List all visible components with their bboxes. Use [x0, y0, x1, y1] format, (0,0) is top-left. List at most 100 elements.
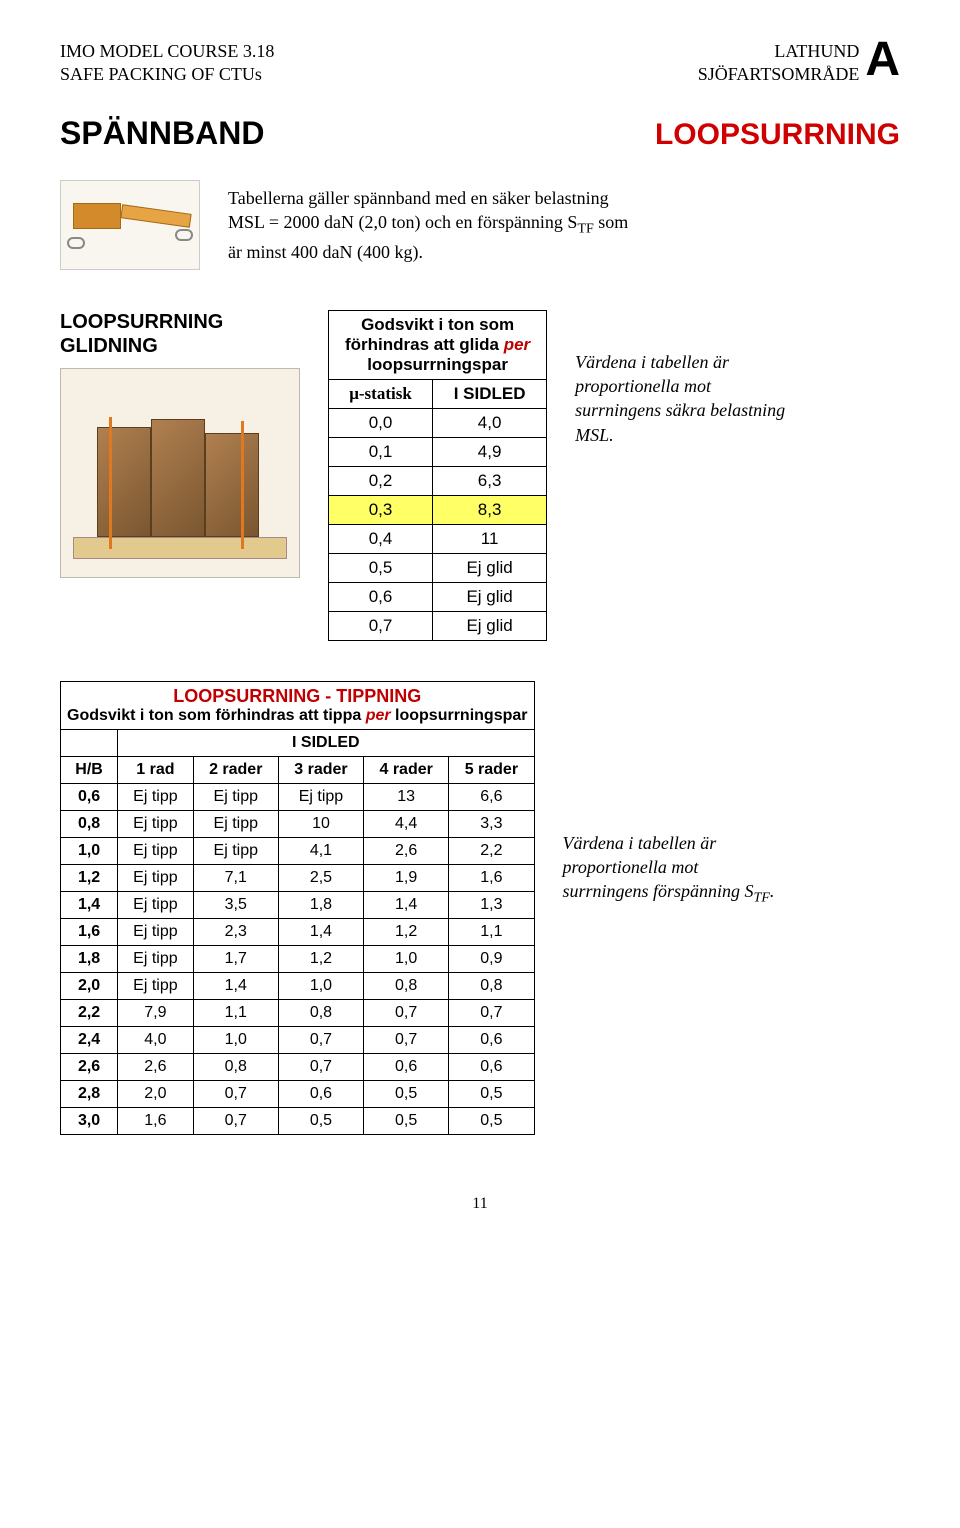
- tip-cell: 0,7: [278, 1026, 363, 1053]
- course-line-2: SAFE PACKING OF CTUs: [60, 63, 274, 86]
- glid-val-cell: 8,3: [433, 495, 547, 524]
- glid-caption: Godsvikt i ton som förhindras att glida …: [329, 310, 547, 379]
- glid-mu-cell: 0,7: [329, 611, 433, 640]
- tip-cell: 0,8: [193, 1053, 278, 1080]
- glid-val-cell: Ej glid: [433, 582, 547, 611]
- section-letter: A: [865, 36, 900, 84]
- course-line-1: IMO MODEL COURSE 3.18: [60, 40, 274, 63]
- tip-cell: Ej tipp: [193, 837, 278, 864]
- tip-cell: 0,8: [61, 810, 118, 837]
- glid-col-2: I SIDLED: [433, 379, 547, 408]
- glid-col-1: μ-statisk: [329, 379, 433, 408]
- tip-cell: 0,6: [449, 1026, 534, 1053]
- tip-cell: 10: [278, 810, 363, 837]
- tip-cell: 1,4: [278, 918, 363, 945]
- tip-band-row: I SIDLED: [61, 729, 535, 756]
- tip-cell: 1,2: [61, 864, 118, 891]
- tip-col-header: 5 rader: [449, 756, 534, 783]
- tip-cell: 0,8: [364, 972, 449, 999]
- tip-cell: 1,4: [193, 972, 278, 999]
- glid-val-cell: 6,3: [433, 466, 547, 495]
- glid-table: Godsvikt i ton som förhindras att glida …: [328, 310, 547, 641]
- tip-cell: 1,9: [364, 864, 449, 891]
- tip-cell: 2,6: [61, 1053, 118, 1080]
- tip-cell: 0,7: [449, 999, 534, 1026]
- table-row: 2,44,01,00,70,70,6: [61, 1026, 535, 1053]
- tip-cell: Ej tipp: [118, 783, 194, 810]
- glid-note: Värdena i tabellen är proportionella mot…: [575, 350, 795, 447]
- tip-cell: 1,1: [193, 999, 278, 1026]
- tip-cell: 6,6: [449, 783, 534, 810]
- tip-cell: 1,0: [278, 972, 363, 999]
- strap-illustration: [60, 180, 200, 270]
- header-right: LATHUND SJÖFARTSOMRÅDE A: [698, 40, 900, 87]
- tip-cell: Ej tipp: [118, 918, 194, 945]
- tip-cell: 4,4: [364, 810, 449, 837]
- tip-cell: 1,1: [449, 918, 534, 945]
- glid-mu-cell: 0,3: [329, 495, 433, 524]
- table-row: 1,2Ej tipp7,12,51,91,6: [61, 864, 535, 891]
- area-label: SJÖFARTSOMRÅDE: [698, 63, 860, 86]
- table-row: 2,82,00,70,60,50,5: [61, 1080, 535, 1107]
- tip-cell: 3,3: [449, 810, 534, 837]
- glid-mu-cell: 0,1: [329, 437, 433, 466]
- tip-col-header: H/B: [61, 756, 118, 783]
- tip-cell: 0,8: [449, 972, 534, 999]
- tip-table: LOOPSURRNING - TIPPNING Godsvikt i ton s…: [60, 681, 535, 1135]
- tip-cell: 4,0: [118, 1026, 194, 1053]
- tip-cell: 7,9: [118, 999, 194, 1026]
- table-row: 0,38,3: [329, 495, 547, 524]
- tip-note: Värdena i tabellen är proportionella mot…: [563, 831, 783, 909]
- table-row: 2,0Ej tipp1,41,00,80,8: [61, 972, 535, 999]
- tip-cell: 7,1: [193, 864, 278, 891]
- tip-cell: 0,7: [278, 1053, 363, 1080]
- page-number: 11: [60, 1195, 900, 1213]
- tip-cell: Ej tipp: [193, 810, 278, 837]
- tip-cell: Ej tipp: [118, 810, 194, 837]
- tip-cell: 2,0: [61, 972, 118, 999]
- tip-cell: 2,3: [193, 918, 278, 945]
- tip-cell: 0,7: [193, 1107, 278, 1134]
- table-row: 1,4Ej tipp3,51,81,41,3: [61, 891, 535, 918]
- tip-cell: 0,9: [449, 945, 534, 972]
- glid-val-cell: 11: [433, 524, 547, 553]
- table-row: 2,27,91,10,80,70,7: [61, 999, 535, 1026]
- intro-row: Tabellerna gäller spännband med en säker…: [60, 180, 900, 270]
- table-row: 0,411: [329, 524, 547, 553]
- tip-cell: Ej tipp: [118, 945, 194, 972]
- table-row: 1,8Ej tipp1,71,21,00,9: [61, 945, 535, 972]
- loop-illustration: [60, 368, 300, 578]
- glid-val-cell: Ej glid: [433, 553, 547, 582]
- tip-cell: Ej tipp: [193, 783, 278, 810]
- tip-cell: 0,6: [364, 1053, 449, 1080]
- table-row: 1,6Ej tipp2,31,41,21,1: [61, 918, 535, 945]
- glid-mu-cell: 0,4: [329, 524, 433, 553]
- tip-header-row: H/B1 rad2 rader3 rader4 rader5 rader: [61, 756, 535, 783]
- tip-cell: 1,4: [364, 891, 449, 918]
- tip-cell: 13: [364, 783, 449, 810]
- glid-left: LOOPSURRNING GLIDNING: [60, 310, 300, 578]
- tip-cell: 0,6: [449, 1053, 534, 1080]
- table-row: 0,14,9: [329, 437, 547, 466]
- intro-line-1: Tabellerna gäller spännband med en säker…: [228, 186, 628, 210]
- tip-cell: 3,0: [61, 1107, 118, 1134]
- tip-cell: 1,7: [193, 945, 278, 972]
- main-title: SPÄNNBAND: [60, 115, 264, 152]
- intro-line-3: är minst 400 daN (400 kg).: [228, 240, 628, 264]
- tip-cell: 2,6: [364, 837, 449, 864]
- tip-cell: 1,0: [193, 1026, 278, 1053]
- tip-cell: Ej tipp: [118, 891, 194, 918]
- header-left: IMO MODEL COURSE 3.18 SAFE PACKING OF CT…: [60, 40, 274, 87]
- tip-section: LOOPSURRNING - TIPPNING Godsvikt i ton s…: [60, 681, 900, 1135]
- tip-cell: 0,7: [364, 1026, 449, 1053]
- glid-mu-cell: 0,6: [329, 582, 433, 611]
- table-row: 0,6Ej glid: [329, 582, 547, 611]
- tip-cell: Ej tipp: [118, 972, 194, 999]
- tip-cell: 2,0: [118, 1080, 194, 1107]
- table-row: 0,26,3: [329, 466, 547, 495]
- tip-cell: 1,8: [278, 891, 363, 918]
- tip-cell: 0,7: [193, 1080, 278, 1107]
- table-row: 0,8Ej tippEj tipp104,43,3: [61, 810, 535, 837]
- tip-col-header: 2 rader: [193, 756, 278, 783]
- tip-cell: 1,6: [118, 1107, 194, 1134]
